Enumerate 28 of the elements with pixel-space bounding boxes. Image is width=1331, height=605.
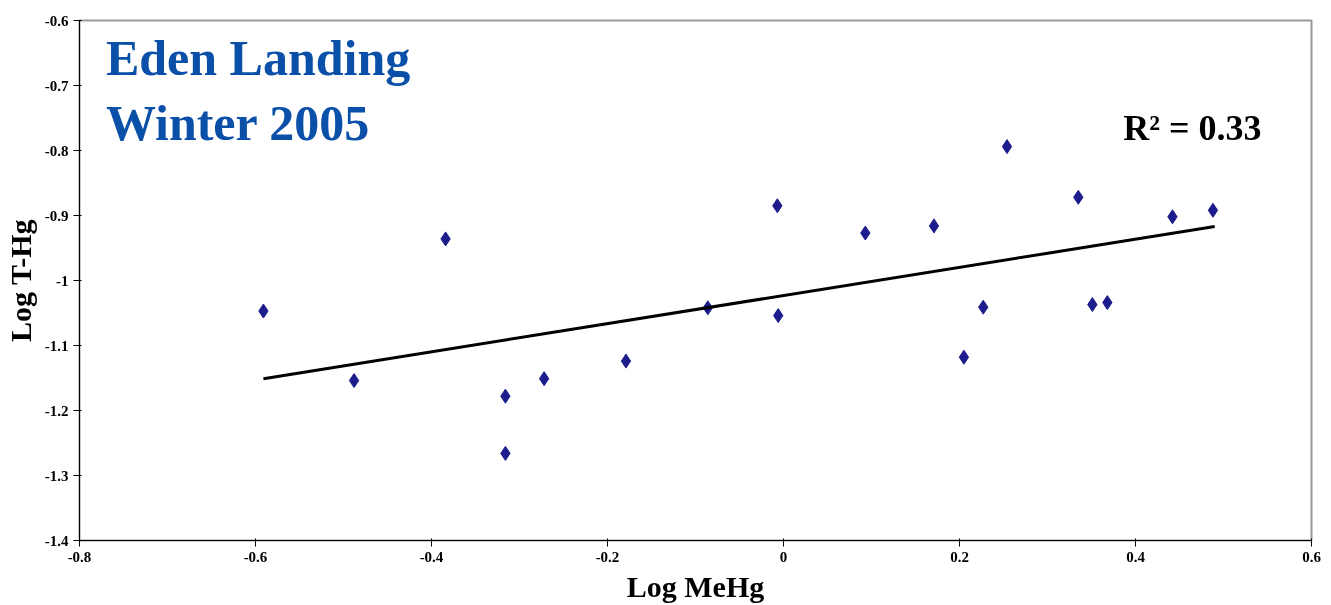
y-tick-label: -1.2	[44, 402, 69, 419]
y-tick-label: -0.7	[44, 77, 69, 94]
y-tick-label: -1.1	[44, 337, 69, 354]
x-tick-label: 0.2	[950, 548, 969, 565]
y-tick-label: -1	[56, 272, 69, 289]
x-axis-title: Log MeHg	[626, 569, 765, 603]
y-tick-label: -0.9	[44, 207, 69, 224]
annotation: Eden Landing Winter 2005	[105, 30, 411, 151]
y-tick-label: -1.3	[44, 467, 69, 484]
x-tick-label: -0.4	[419, 548, 444, 565]
point	[538, 371, 550, 387]
point	[1001, 139, 1013, 155]
point	[958, 349, 970, 365]
point	[620, 353, 632, 369]
y-tick-label: -0.8	[44, 142, 69, 159]
point	[928, 218, 940, 234]
x-tick-label: 0	[779, 548, 788, 565]
x-tick-label: -0.8	[67, 548, 92, 565]
x-tick-label: -0.6	[243, 548, 268, 565]
y-tick-label: -1.4	[44, 532, 69, 549]
annotation: R² = 0.33	[1123, 108, 1262, 149]
x-tick-label: 0.4	[1126, 548, 1146, 565]
x-tick-label: -0.2	[595, 548, 620, 565]
point	[1207, 202, 1219, 218]
x-tick-label: 0.6	[1302, 548, 1322, 565]
y-tick-label: -0.6	[44, 12, 69, 29]
y-axis-title: Log T-Hg	[3, 219, 37, 343]
point	[348, 373, 360, 389]
